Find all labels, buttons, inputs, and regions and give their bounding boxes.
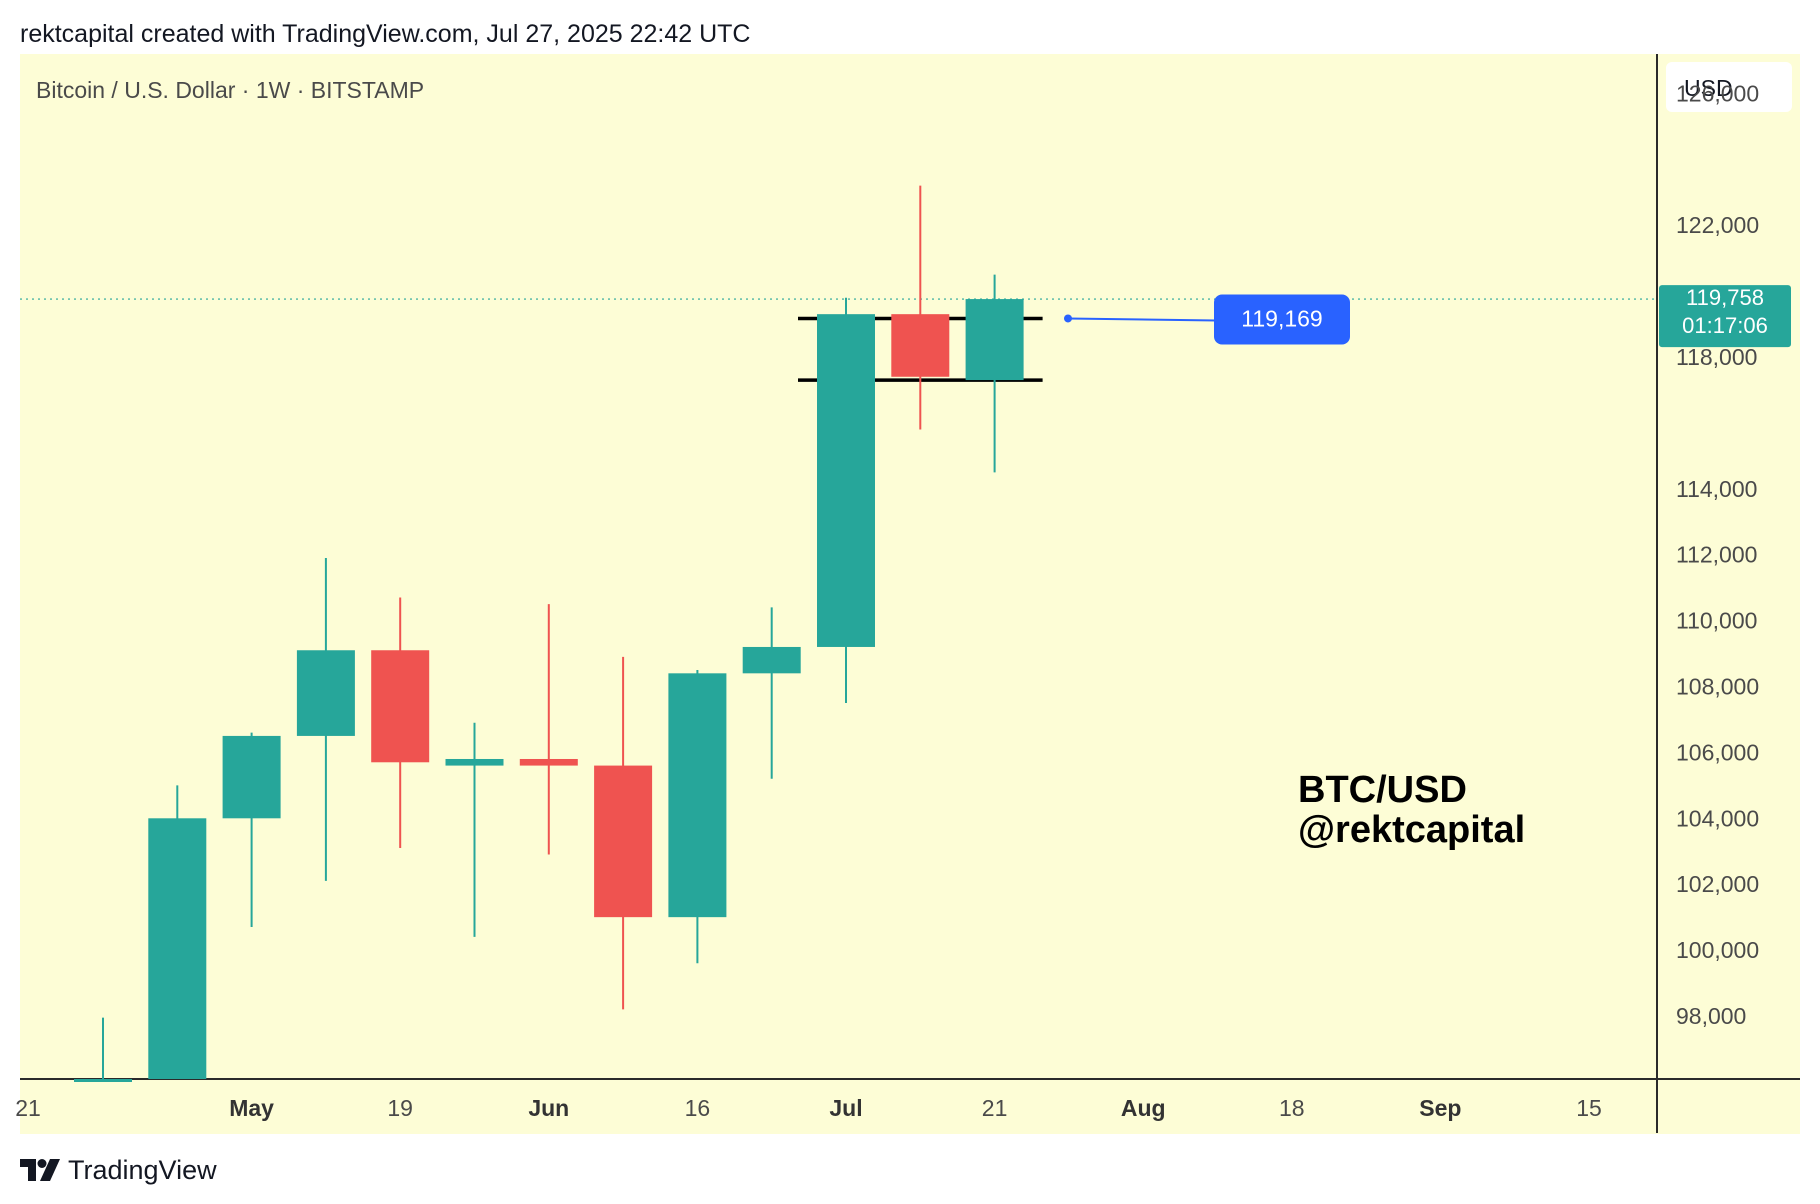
candle-body xyxy=(742,646,801,674)
candle-body xyxy=(74,1079,132,1082)
tradingview-brand: TradingView xyxy=(68,1154,217,1185)
candle-2025-05-26[interactable] xyxy=(445,722,504,937)
candle-countdown: 01:17:06 xyxy=(1682,313,1768,338)
candle-body xyxy=(817,314,875,647)
x-tick-label: Jun xyxy=(528,1095,569,1121)
candle-2025-06-23[interactable] xyxy=(742,607,801,779)
x-tick-label: 15 xyxy=(1576,1095,1602,1121)
candle-2025-04-28[interactable] xyxy=(148,785,207,1079)
candle-body xyxy=(668,673,727,918)
candle-body xyxy=(594,765,653,918)
chart-pane-background xyxy=(20,54,1800,1134)
x-tick-label: 16 xyxy=(685,1095,711,1121)
x-tick-label: Jul xyxy=(829,1095,862,1121)
candle-2025-06-02[interactable] xyxy=(519,604,578,855)
chart-legend: Bitcoin / U.S. Dollar · 1W · BITSTAMP xyxy=(36,77,424,103)
callout-anchor-point[interactable] xyxy=(1064,314,1072,323)
y-tick-label: 122,000 xyxy=(1676,212,1759,238)
callout-connector xyxy=(1067,317,1217,322)
y-tick-label: 98,000 xyxy=(1676,1003,1746,1029)
candle-body xyxy=(222,735,281,819)
candle-2025-05-19[interactable] xyxy=(371,597,430,848)
currency-button[interactable] xyxy=(1666,62,1792,112)
candle-2025-06-09[interactable] xyxy=(594,656,653,1010)
y-tick-label: 112,000 xyxy=(1676,542,1757,568)
candle-2025-07-07[interactable] xyxy=(891,185,950,430)
y-tick-label: 102,000 xyxy=(1676,871,1759,897)
watermark-pair: BTC/USD xyxy=(1298,769,1467,811)
y-tick-label: 108,000 xyxy=(1676,674,1759,700)
y-tick-label: 126,000 xyxy=(1676,80,1759,106)
candle-body xyxy=(148,818,207,1079)
tradingview-logo-icon xyxy=(20,1159,60,1181)
x-tick-label: Aug xyxy=(1121,1095,1166,1121)
x-tick-label: Sep xyxy=(1419,1095,1461,1121)
x-tick-label: May xyxy=(229,1095,274,1121)
y-tick-label: 106,000 xyxy=(1676,739,1759,765)
candle-body xyxy=(445,758,504,766)
candle-2025-05-12[interactable] xyxy=(296,557,355,881)
candle-body xyxy=(965,299,1024,381)
candle-2025-06-16[interactable] xyxy=(668,670,727,964)
y-tick-label: 104,000 xyxy=(1676,805,1759,831)
candle-2025-05-05[interactable] xyxy=(222,732,281,928)
callout-badge[interactable] xyxy=(1214,294,1350,345)
chart-credit: rektcapital created with TradingView.com… xyxy=(20,20,751,48)
callout-label: 119,169 xyxy=(1241,305,1322,331)
candle-body xyxy=(891,314,950,377)
candle-body xyxy=(371,650,430,763)
x-tick-label: 21 xyxy=(982,1095,1008,1121)
x-tick-label: 18 xyxy=(1279,1095,1305,1121)
watermark-handle: @rektcapital xyxy=(1298,809,1525,851)
candle-2025-06-30[interactable] xyxy=(817,297,875,703)
x-tick-label: 21 xyxy=(15,1095,41,1121)
last-price-tag xyxy=(1659,285,1791,348)
x-tick-label: 19 xyxy=(387,1095,413,1121)
candle-2025-04-21[interactable] xyxy=(74,1017,132,1082)
tradingview-logo[interactable]: TradingView xyxy=(20,1152,217,1188)
y-tick-label: 114,000 xyxy=(1676,476,1757,502)
y-tick-label: 100,000 xyxy=(1676,937,1759,963)
y-tick-label: 118,000 xyxy=(1676,344,1757,370)
last-price-value: 119,758 xyxy=(1686,285,1764,310)
candle-2025-07-14[interactable] xyxy=(965,274,1024,473)
candle-body xyxy=(519,758,578,766)
currency-button-label: USD xyxy=(1684,75,1733,101)
candle-body xyxy=(296,650,355,736)
y-tick-label: 110,000 xyxy=(1676,608,1757,634)
